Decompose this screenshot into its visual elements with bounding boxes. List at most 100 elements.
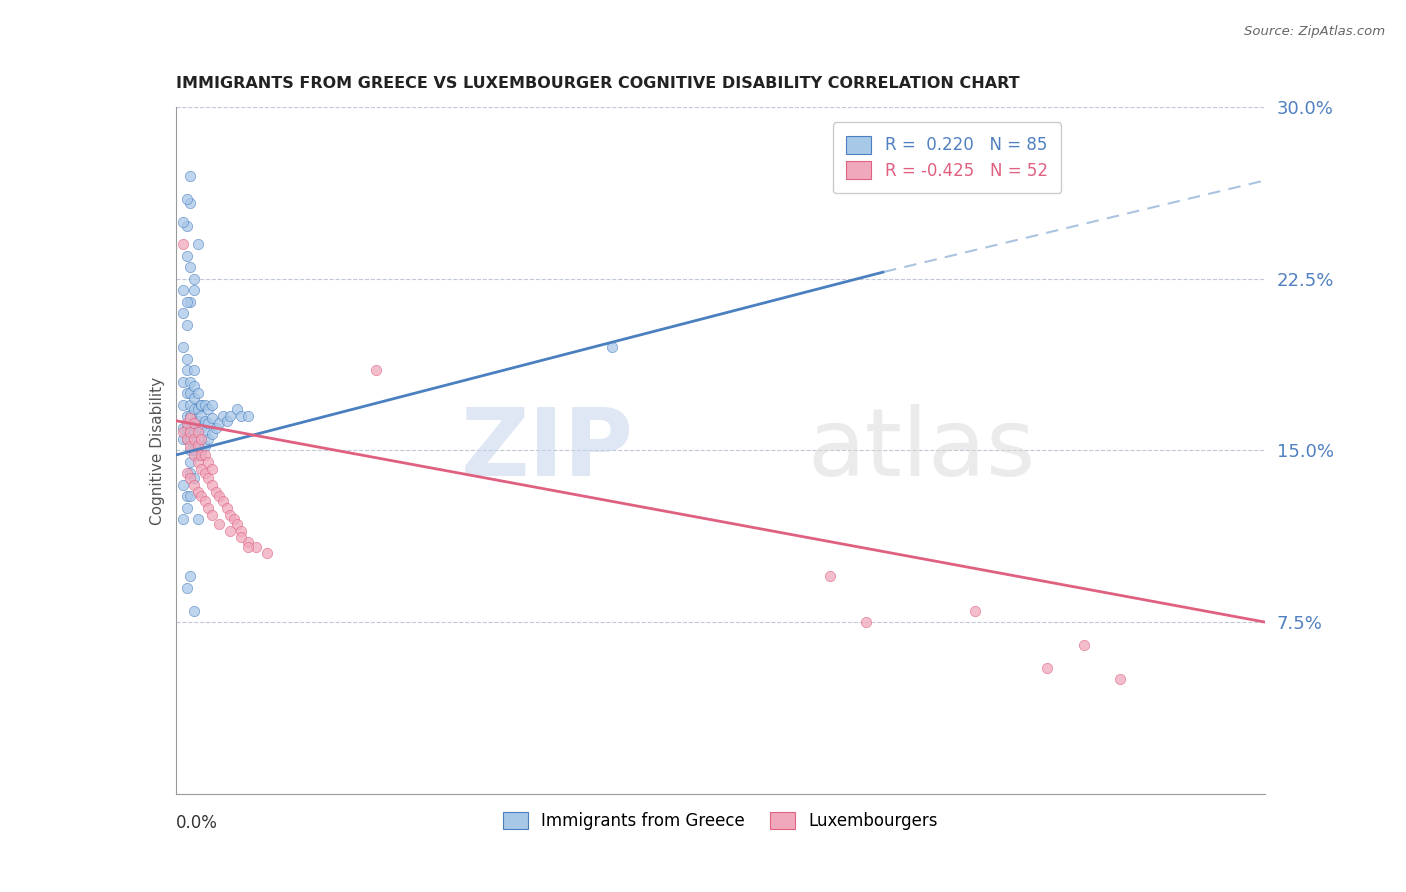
Point	[238, 540, 260, 554]
Point	[186, 484, 209, 499]
Point	[1036, 661, 1059, 675]
Text: IMMIGRANTS FROM GREECE VS LUXEMBOURGER COGNITIVE DISABILITY CORRELATION CHART: IMMIGRANTS FROM GREECE VS LUXEMBOURGER C…	[176, 76, 1019, 91]
Point	[186, 448, 209, 462]
Point	[179, 425, 201, 439]
Point	[176, 192, 198, 206]
Point	[194, 439, 217, 453]
Point	[226, 516, 249, 531]
Point	[176, 416, 198, 430]
Point	[179, 443, 201, 458]
Point	[179, 260, 201, 275]
Point	[245, 540, 267, 554]
Point	[179, 569, 201, 583]
Point	[183, 391, 205, 405]
Point	[183, 283, 205, 297]
Point	[194, 493, 217, 508]
Point	[201, 398, 224, 412]
Point	[179, 169, 201, 183]
Point	[183, 271, 205, 285]
Point	[172, 432, 194, 446]
Point	[183, 432, 205, 446]
Point	[172, 398, 194, 412]
Point	[190, 420, 212, 434]
Point	[172, 237, 194, 252]
Point	[190, 398, 212, 412]
Point	[186, 386, 209, 401]
Point	[186, 425, 209, 439]
Point	[172, 375, 194, 389]
Point	[176, 386, 198, 401]
Point	[172, 512, 194, 526]
Point	[179, 398, 201, 412]
Point	[201, 462, 224, 476]
Point	[179, 196, 201, 211]
Point	[194, 398, 217, 412]
Point	[176, 432, 198, 446]
Point	[183, 402, 205, 417]
Point	[179, 439, 201, 453]
Point	[172, 425, 194, 439]
Point	[197, 455, 219, 469]
Point	[219, 524, 242, 538]
Point	[176, 489, 198, 503]
Point	[183, 432, 205, 446]
Point	[183, 416, 205, 430]
Point	[172, 340, 194, 354]
Point	[215, 414, 238, 428]
Point	[183, 379, 205, 393]
Point	[194, 467, 217, 481]
Point	[190, 432, 212, 446]
Point	[186, 439, 209, 453]
Point	[176, 467, 198, 481]
Point	[186, 455, 209, 469]
Point	[179, 411, 201, 425]
Point	[176, 351, 198, 366]
Point	[190, 443, 212, 458]
Point	[364, 363, 387, 377]
Point	[183, 425, 205, 439]
Point	[201, 508, 224, 522]
Point	[600, 340, 623, 354]
Point	[1073, 638, 1095, 652]
Point	[222, 512, 245, 526]
Point	[176, 318, 198, 332]
Point	[179, 420, 201, 434]
Point	[204, 484, 226, 499]
Point	[172, 420, 194, 434]
Text: atlas: atlas	[807, 404, 1036, 497]
Point	[201, 427, 224, 442]
Point	[179, 409, 201, 424]
Point	[1109, 673, 1132, 687]
Point	[186, 402, 209, 417]
Point	[231, 409, 253, 424]
Point	[183, 448, 205, 462]
Point	[190, 448, 212, 462]
Point	[190, 398, 212, 412]
Point	[176, 294, 198, 309]
Point	[176, 409, 198, 424]
Point	[197, 432, 219, 446]
Point	[204, 420, 226, 434]
Point	[190, 409, 212, 424]
Point	[179, 467, 201, 481]
Point	[186, 512, 209, 526]
Point	[183, 443, 205, 458]
Point	[197, 500, 219, 515]
Point	[179, 294, 201, 309]
Point	[172, 478, 194, 492]
Point	[179, 386, 201, 401]
Point	[179, 489, 201, 503]
Point	[179, 432, 201, 446]
Point	[183, 416, 205, 430]
Legend: Immigrants from Greece, Luxembourgers: Immigrants from Greece, Luxembourgers	[496, 805, 945, 837]
Point	[176, 500, 198, 515]
Point	[231, 524, 253, 538]
Point	[176, 581, 198, 595]
Point	[208, 489, 231, 503]
Point	[194, 425, 217, 439]
Text: 0.0%: 0.0%	[176, 814, 218, 832]
Point	[186, 436, 209, 450]
Point	[197, 416, 219, 430]
Point	[179, 471, 201, 485]
Point	[179, 455, 201, 469]
